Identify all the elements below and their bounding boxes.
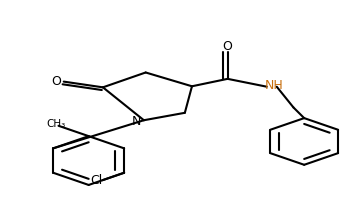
Text: O: O: [223, 40, 233, 53]
Text: CH₃: CH₃: [46, 119, 65, 129]
Text: NH: NH: [265, 79, 284, 92]
Text: O: O: [51, 75, 61, 88]
Text: N: N: [131, 115, 141, 128]
Text: Cl: Cl: [90, 174, 102, 187]
